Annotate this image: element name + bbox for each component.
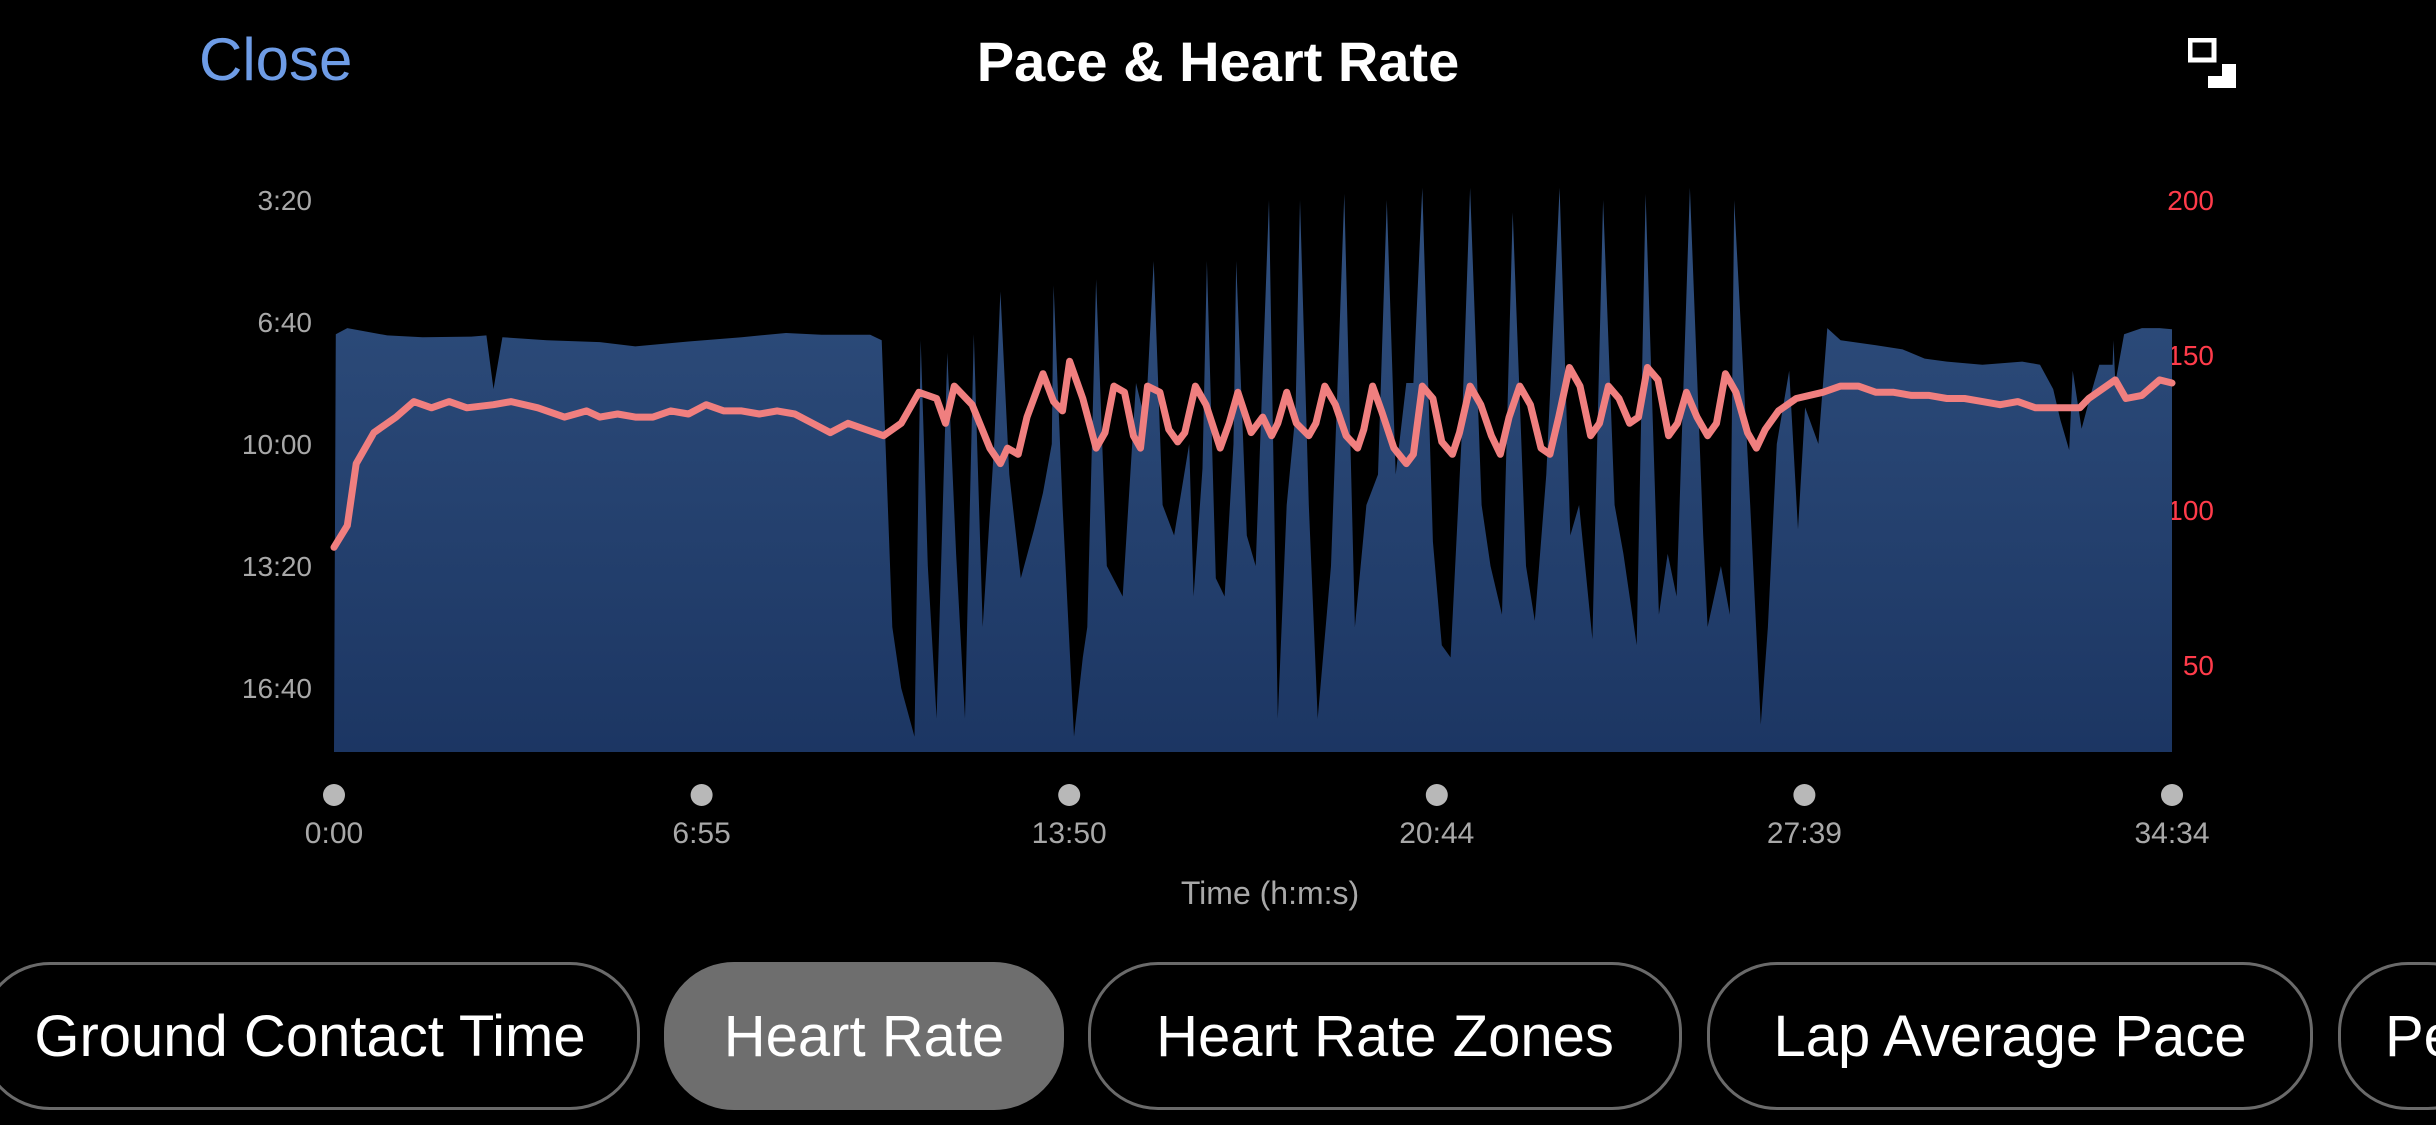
pace-heart-rate-chart[interactable]: 3:20 6:40 10:00 13:20 16:40 200 150 100 50 0:00…: [0, 0, 2436, 940]
x-axis-tick: 0:00: [305, 817, 363, 850]
expand-icon[interactable]: [2188, 38, 2240, 90]
right-axis-tick: 150: [2167, 340, 2214, 371]
tab-heart-rate-zones[interactable]: Heart Rate Zones: [1088, 962, 1682, 1110]
tab-ground-contact-time[interactable]: Ground Contact Time: [0, 962, 640, 1110]
x-axis-tick: 34:34: [2134, 817, 2209, 850]
left-axis-tick: 13:20: [242, 551, 312, 582]
page-title: Pace & Heart Rate: [976, 30, 1460, 93]
x-axis-tick-dot[interactable]: [2161, 784, 2183, 806]
x-axis-tick-dot[interactable]: [1793, 784, 1816, 806]
x-axis-tick: 13:50: [1032, 817, 1107, 850]
pace-area-series: [334, 187, 2172, 753]
x-axis-tick-dot[interactable]: [690, 784, 713, 806]
x-axis-label: Time (h:m:s): [1181, 875, 1359, 911]
left-axis-tick: 6:40: [258, 307, 313, 338]
x-axis-tick: 27:39: [1767, 817, 1842, 850]
right-axis-tick: 100: [2167, 495, 2214, 526]
tab-heart-rate[interactable]: Heart Rate: [664, 962, 1064, 1110]
x-axis-tick: 20:44: [1399, 817, 1474, 850]
x-axis-tick: 6:55: [672, 817, 730, 850]
heart-rate-line-series: [330, 357, 2176, 551]
tab-partial[interactable]: Pe: [2338, 962, 2436, 1110]
x-axis-tick-dot[interactable]: [1058, 784, 1081, 806]
close-button[interactable]: Close: [199, 26, 353, 93]
left-axis-tick: 3:20: [258, 185, 313, 216]
right-axis-tick: 200: [2167, 185, 2214, 216]
left-axis-tick: 16:40: [242, 673, 312, 704]
right-axis-tick: 50: [2183, 650, 2214, 681]
x-axis-tick-dot[interactable]: [323, 784, 345, 806]
left-axis-tick: 10:00: [242, 429, 312, 460]
x-axis-tick-dot[interactable]: [1425, 784, 1448, 806]
tab-lap-average-pace[interactable]: Lap Average Pace: [1707, 962, 2313, 1110]
